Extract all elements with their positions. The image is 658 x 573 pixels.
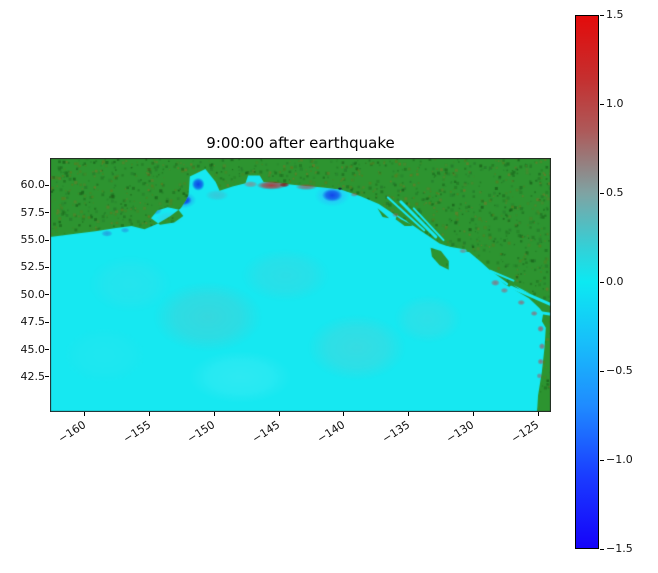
- y-tick-label: 57.5: [20, 205, 46, 219]
- x-tickmark: [149, 412, 151, 416]
- map-canvas: [50, 158, 551, 412]
- colorbar-tickmark: [600, 14, 604, 16]
- y-tickmark: [45, 376, 49, 378]
- x-tickmark: [408, 412, 410, 416]
- colorbar-tick-label: 0.5: [606, 186, 624, 199]
- colorbar-tickmark: [600, 192, 604, 194]
- x-tickmark: [343, 412, 345, 416]
- y-tick-label: 47.5: [20, 315, 46, 329]
- colorbar: [575, 15, 599, 549]
- colorbar-tickmark: [600, 459, 604, 461]
- x-tickmark: [472, 412, 474, 416]
- colorbar-tick-label: −1.5: [606, 542, 633, 555]
- y-tickmark: [45, 266, 49, 268]
- colorbar-tick-label: 1.0: [606, 97, 624, 110]
- y-tick-label: 52.5: [20, 260, 46, 274]
- x-tickmark: [84, 412, 86, 416]
- y-tick-label: 42.5: [20, 369, 46, 383]
- colorbar-tickmark: [600, 281, 604, 283]
- y-tickmark: [45, 321, 49, 323]
- y-tick-label: 50.0: [20, 287, 46, 301]
- y-tickmark: [45, 239, 49, 241]
- plot-title: 9:00:00 after earthquake: [206, 134, 395, 152]
- y-tickmark: [45, 184, 49, 186]
- colorbar-tick-label: 0.0: [606, 275, 624, 288]
- colorbar-tick-label: −0.5: [606, 364, 633, 377]
- x-tickmark: [537, 412, 539, 416]
- y-tick-label: 55.0: [20, 233, 46, 247]
- x-tickmark: [278, 412, 280, 416]
- colorbar-tickmark: [600, 103, 604, 105]
- y-tickmark: [45, 349, 49, 351]
- y-tick-label: 60.0: [20, 178, 46, 192]
- y-tick-label: 45.0: [20, 342, 46, 356]
- colorbar-tick-label: −1.0: [606, 453, 633, 466]
- colorbar-tick-label: 1.5: [606, 8, 624, 21]
- colorbar-tickmark: [600, 370, 604, 372]
- colorbar-tickmark: [600, 548, 604, 550]
- x-tickmark: [213, 412, 215, 416]
- y-tickmark: [45, 294, 49, 296]
- y-tickmark: [45, 212, 49, 214]
